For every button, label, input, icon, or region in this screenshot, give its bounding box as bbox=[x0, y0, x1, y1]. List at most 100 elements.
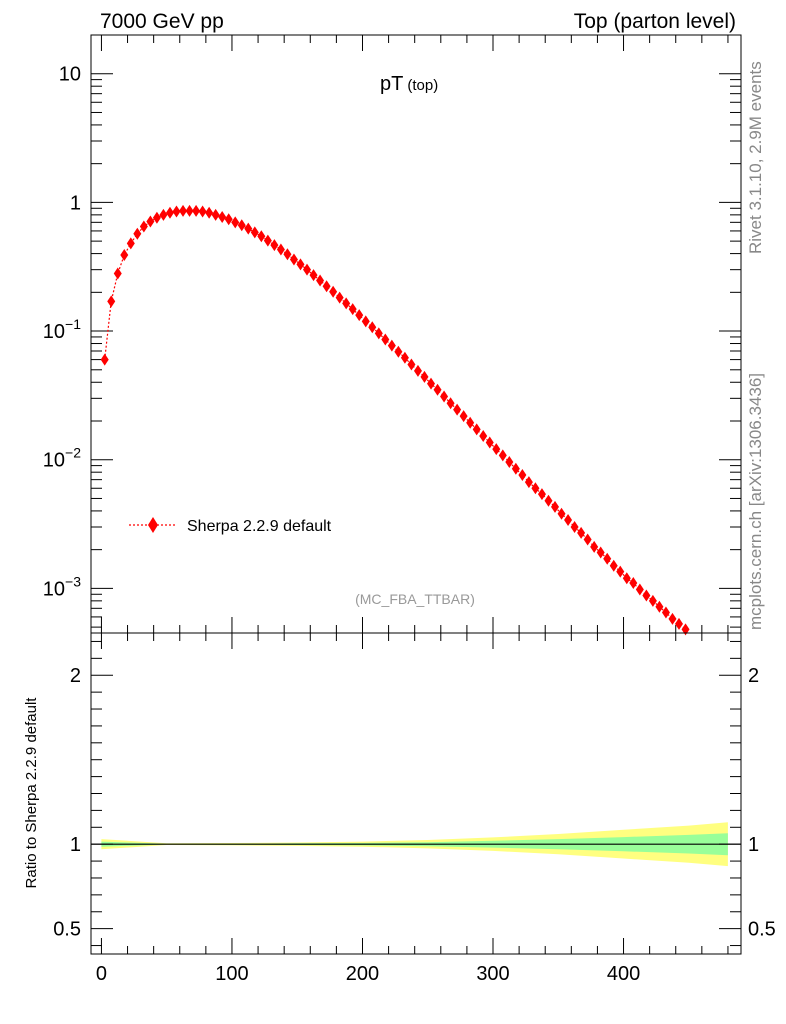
main-title-sub: (top) bbox=[407, 77, 438, 94]
data-point bbox=[642, 589, 651, 602]
data-point bbox=[289, 253, 298, 266]
main-title: pT (top) bbox=[380, 73, 438, 95]
ratio-frame bbox=[90, 632, 742, 955]
data-point bbox=[427, 377, 436, 390]
data-point bbox=[524, 476, 533, 489]
data-point bbox=[531, 482, 540, 495]
data-point bbox=[400, 351, 409, 364]
ratio-y-tick-label-right: 2 bbox=[748, 665, 759, 687]
data-point bbox=[218, 210, 227, 223]
data-point bbox=[675, 617, 684, 630]
data-point bbox=[309, 269, 318, 282]
data-point bbox=[172, 205, 181, 218]
data-point bbox=[479, 429, 488, 442]
data-point bbox=[609, 559, 618, 572]
data-point bbox=[126, 237, 135, 250]
analysis-tag: (MC_FBA_TTBAR) bbox=[355, 591, 475, 607]
data-point bbox=[655, 600, 664, 613]
data-point bbox=[257, 230, 266, 243]
data-point bbox=[205, 206, 214, 219]
data-point bbox=[407, 358, 416, 371]
data-point bbox=[211, 208, 220, 221]
data-point bbox=[107, 295, 116, 308]
data-point bbox=[648, 594, 657, 607]
y-tick-base: 10 bbox=[43, 450, 65, 472]
data-point bbox=[681, 623, 690, 636]
data-point bbox=[368, 321, 377, 334]
ratio-y-tick-labels: 0.5 0.5 1 1 2 2 bbox=[53, 665, 776, 940]
data-point bbox=[283, 248, 292, 261]
ratio-y-tick-label: 1 bbox=[70, 834, 81, 856]
data-point bbox=[551, 500, 560, 513]
data-point bbox=[466, 416, 475, 429]
legend-marker bbox=[148, 517, 158, 533]
ratio-y-tick-label: 0.5 bbox=[53, 919, 81, 941]
data-point bbox=[596, 546, 605, 559]
data-point bbox=[276, 243, 285, 256]
y-tick-exp: −2 bbox=[65, 445, 81, 461]
y-tick-label: 10−1 bbox=[43, 316, 81, 343]
data-point bbox=[622, 572, 631, 585]
y-tick-label: 10−3 bbox=[43, 573, 81, 600]
y-tick-label: 10 bbox=[59, 64, 81, 86]
header-left: 7000 GeV pp bbox=[100, 10, 224, 33]
data-point bbox=[544, 494, 553, 507]
x-tick-label: 100 bbox=[215, 963, 248, 985]
data-point bbox=[139, 220, 148, 233]
x-tick-label: 200 bbox=[346, 963, 379, 985]
data-point bbox=[498, 449, 507, 462]
data-point bbox=[120, 249, 129, 262]
data-point bbox=[557, 507, 566, 520]
mcplots-label: mcplots.cern.ch [arXiv:1306.3436] bbox=[746, 373, 765, 630]
data-point bbox=[387, 339, 396, 352]
data-point bbox=[537, 488, 546, 501]
data-point bbox=[381, 333, 390, 346]
data-point bbox=[661, 606, 670, 619]
y-tick-base: 10 bbox=[43, 321, 65, 343]
data-point bbox=[231, 216, 240, 229]
data-point bbox=[420, 370, 429, 383]
data-point bbox=[303, 263, 312, 276]
data-point bbox=[433, 383, 442, 396]
data-point bbox=[296, 258, 305, 271]
data-point bbox=[348, 303, 357, 316]
rivet-label: Rivet 3.1.10, 2.9M events bbox=[746, 61, 765, 254]
data-point bbox=[179, 204, 188, 217]
data-point bbox=[453, 403, 462, 416]
data-point bbox=[113, 267, 122, 280]
data-point bbox=[361, 315, 370, 328]
data-point bbox=[577, 526, 586, 539]
data-point bbox=[485, 436, 494, 449]
data-point bbox=[198, 205, 207, 218]
data-point bbox=[459, 410, 468, 423]
y-tick-label: 1 bbox=[70, 192, 81, 214]
data-point bbox=[583, 533, 592, 546]
data-point bbox=[322, 280, 331, 293]
data-point bbox=[413, 364, 422, 377]
ratio-y-tick-label-right: 0.5 bbox=[748, 919, 776, 941]
data-point bbox=[355, 309, 364, 322]
data-point bbox=[100, 353, 109, 366]
legend-label: Sherpa 2.2.9 default bbox=[187, 518, 332, 535]
x-tick-labels: 0 100 200 300 400 bbox=[96, 963, 640, 985]
series-line bbox=[104, 210, 686, 630]
y-tick-exp: −3 bbox=[65, 573, 81, 589]
data-point bbox=[329, 285, 338, 298]
data-point bbox=[518, 469, 527, 482]
ratio-y-tick-label-right: 1 bbox=[748, 834, 759, 856]
data-point bbox=[616, 565, 625, 578]
data-point bbox=[511, 462, 520, 475]
data-point bbox=[237, 219, 246, 232]
x-tick-label: 0 bbox=[96, 963, 107, 985]
data-point bbox=[446, 397, 455, 410]
data-point bbox=[152, 211, 161, 224]
ratio-panel: 0.5 0.5 1 1 2 2 0 100 200 300 400 Ratio to Sherpa… bbox=[23, 632, 776, 985]
data-point bbox=[492, 443, 501, 456]
data-point bbox=[629, 577, 638, 590]
data-point bbox=[590, 540, 599, 553]
main-frame bbox=[90, 34, 742, 634]
series-points bbox=[100, 204, 690, 636]
